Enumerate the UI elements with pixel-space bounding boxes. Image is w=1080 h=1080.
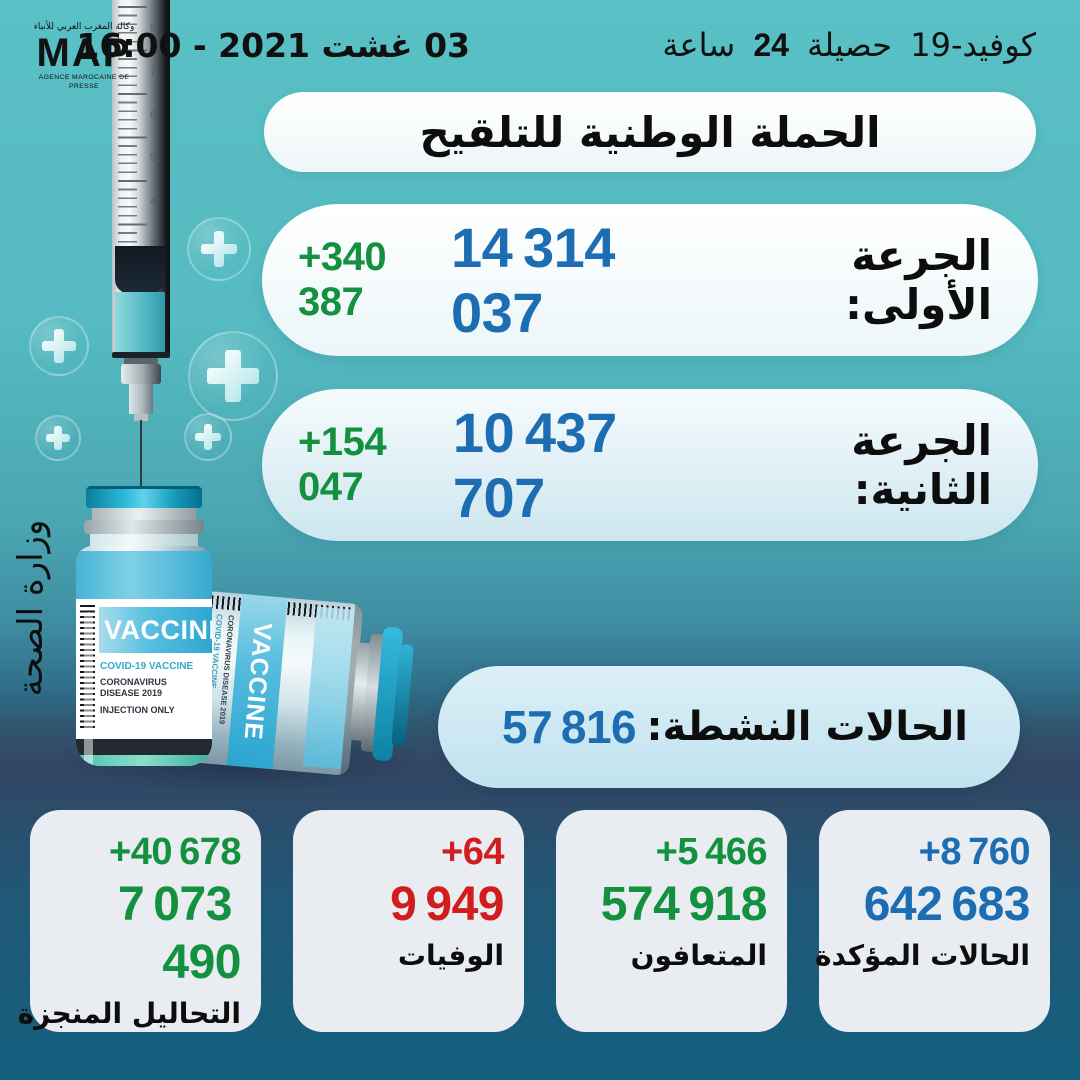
title-hours: 24 (753, 27, 789, 63)
vial-flange (84, 520, 204, 534)
ministry-of-health-vertical-text: وزارة الصحة (11, 519, 51, 697)
syringe-scale-number: 4 (150, 196, 157, 208)
first-dose-value: 14 314 037 (451, 216, 626, 344)
syringe-liquid (115, 292, 165, 352)
title-tally-word: حصيلة (807, 26, 893, 64)
active-cases-value: 57 816 (502, 701, 637, 753)
active-cases-label: الحالات النشطة: (646, 704, 968, 750)
recovered-delta: +5 466 (655, 831, 768, 873)
vial-body: VACCINE COVID-19 VACCINE CORONAVIRUS DIS… (76, 546, 212, 766)
tests-label: التحاليل المنجزة (17, 997, 241, 1030)
deaths-value: 9 949 (390, 878, 504, 931)
vial-text-line: INJECTION ONLY (100, 705, 175, 715)
plus-icon (46, 426, 70, 450)
map-agency-logo: وكالة المغرب العربي للأنباء MAP AGENCE M… (26, 22, 142, 91)
syringe-scale-number: 3 (150, 239, 157, 251)
title-hour-word: ساعة (662, 26, 736, 64)
syringe-scale-number: 5 (150, 152, 157, 164)
syringe-scale-number: 7 (150, 65, 157, 77)
syringe-plunger-seal (115, 246, 165, 294)
page-title: كوفيد-19 حصيلة 24 ساعة (658, 26, 1054, 64)
syringe-hub-tip (134, 414, 148, 421)
confirmed-delta: +8 760 (918, 831, 1031, 873)
vial-glass-highlight (84, 612, 93, 766)
tests-card: +40 678 7 073 490 التحاليل المنجزة (18, 810, 261, 1032)
plus-bubble-icon (35, 415, 81, 461)
syringe-needle (140, 420, 142, 520)
syringe-scale-number: 6 (150, 109, 157, 121)
lying-vaccine-vial: COVID-19 VACCINE CORONAVIRUS DISEASE 201… (188, 581, 424, 795)
syringe-hub (124, 358, 158, 366)
syringe-rim (112, 352, 170, 358)
plus-icon (42, 329, 76, 363)
vial-cap (86, 486, 202, 508)
plus-icon (201, 231, 237, 267)
agency-name-arabic: وكالة المغرب العربي للأنباء (33, 22, 135, 32)
plus-bubble-icon (29, 316, 89, 376)
deaths-card: +64 9 949 الوفيات (293, 810, 524, 1032)
vial-liquid-top (76, 551, 212, 599)
plus-icon (195, 424, 221, 450)
vaccination-campaign-banner: الحملة الوطنية للتلقيح (264, 92, 1036, 172)
first-dose-label: الجرعة الأولى: (845, 231, 992, 329)
lying-vial-body: COVID-19 VACCINE CORONAVIRUS DISEASE 201… (188, 590, 364, 776)
tests-value: 7 073 490 (118, 878, 242, 989)
second-dose-value: 10 437 707 (452, 401, 628, 529)
second-dose-delta: +154 047 (298, 420, 394, 509)
confirmed-cases-card: +8 760 642 683 الحالات المؤكدة (815, 810, 1050, 1032)
plus-icon (207, 350, 259, 402)
deaths-delta: +64 (441, 831, 504, 873)
second-dose-label: الجرعة الثانية: (851, 416, 992, 514)
lying-vial-title: VACCINE (238, 621, 277, 742)
vial-dark-band (76, 739, 212, 755)
syringe-hub (121, 364, 161, 384)
syringe-scale-number: 8 (150, 22, 157, 34)
agency-name-french: AGENCE MAROCAINE DE PRESSE (38, 74, 130, 90)
plus-bubble-icon (184, 413, 232, 461)
recovered-card: +5 466 574 918 المتعافون (556, 810, 787, 1032)
stats-cards-row: +8 760 642 683 الحالات المؤكدة +5 466 57… (18, 810, 1050, 1032)
vial-label: VACCINE COVID-19 VACCINE CORONAVIRUS DIS… (76, 599, 212, 739)
first-dose-pill: الجرعة الأولى: 14 314 037 +340 387 (262, 204, 1038, 356)
agency-acronym: MAP (36, 31, 132, 75)
second-dose-pill: الجرعة الثانية: 10 437 707 +154 047 (262, 389, 1038, 541)
active-cases-pill: الحالات النشطة: 57 816 (438, 666, 1020, 788)
first-dose-delta: +340 387 (298, 235, 394, 324)
vial-text-line: CORONAVIRUS (100, 677, 167, 687)
vial-title-band: VACCINE (99, 607, 212, 653)
recovered-label: المتعافون (630, 939, 767, 972)
plus-bubble-icon (188, 331, 278, 421)
recovered-value: 574 918 (600, 878, 768, 931)
vial-text-line: DISEASE 2019 (100, 688, 163, 698)
deaths-label: الوفيات (397, 939, 504, 972)
upright-vaccine-vial: VACCINE COVID-19 VACCINE CORONAVIRUS DIS… (76, 486, 212, 766)
title-disease: كوفيد-19 (910, 26, 1036, 64)
plus-bubble-icon (187, 217, 251, 281)
vial-neck (90, 534, 198, 548)
vial-liquid-bottom (76, 755, 212, 766)
lying-vial-label-band: VACCINE (226, 593, 288, 770)
tests-delta: +40 678 (109, 831, 241, 873)
confirmed-value: 642 683 (863, 878, 1031, 931)
syringe-illustration: 8 7 6 5 4 3 2 1 (112, 0, 170, 520)
report-datetime: 03 غشت 2021 - 16:00 (76, 26, 470, 65)
syringe-hub (129, 384, 153, 414)
vial-subtitle: COVID-19 VACCINE (100, 661, 194, 672)
confirmed-label: الحالات المؤكدة (815, 939, 1030, 972)
vial-metal-ring (92, 508, 196, 520)
